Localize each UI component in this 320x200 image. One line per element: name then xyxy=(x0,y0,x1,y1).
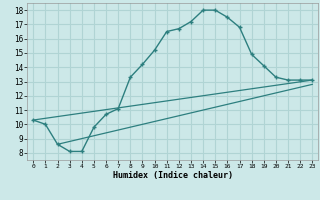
X-axis label: Humidex (Indice chaleur): Humidex (Indice chaleur) xyxy=(113,171,233,180)
